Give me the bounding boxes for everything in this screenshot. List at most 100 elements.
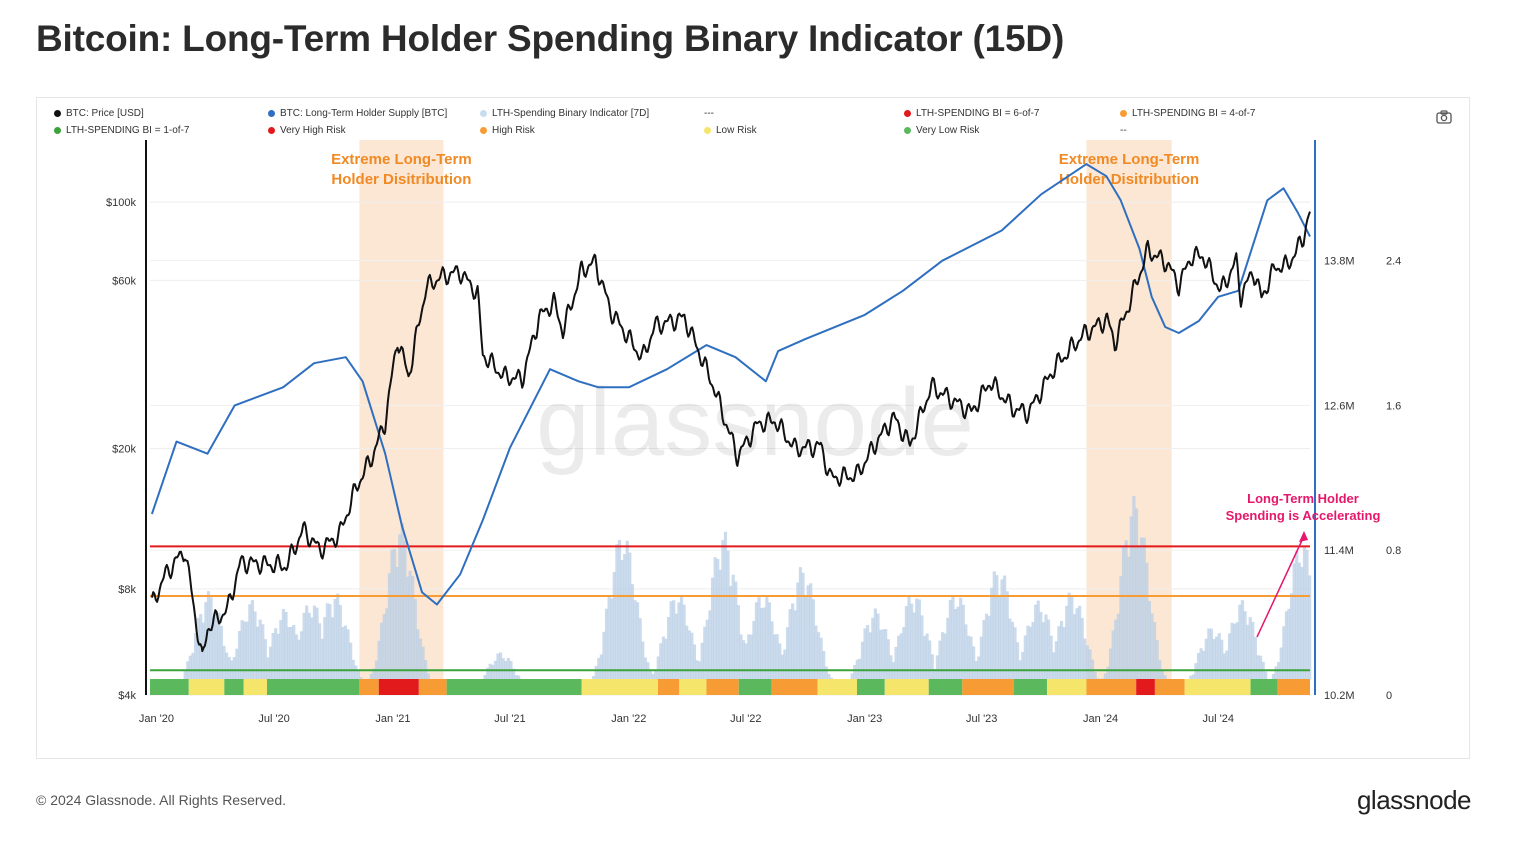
indicator-bar — [294, 634, 298, 679]
indicator-bar — [284, 611, 288, 679]
indicator-bar — [1052, 652, 1056, 679]
indicator-bar — [824, 666, 828, 679]
legend-item[interactable]: --- — [704, 106, 714, 120]
indicator-bar — [897, 635, 901, 679]
indicator-bar — [1155, 640, 1159, 679]
indicator-bar — [416, 629, 420, 679]
indicator-bar — [1111, 630, 1115, 679]
risk-band-segment — [1184, 679, 1251, 695]
legend-item[interactable]: Very Low Risk — [904, 123, 979, 137]
indicator-bar — [395, 566, 399, 679]
indicator-bar — [747, 634, 751, 679]
legend-swatch — [268, 109, 275, 117]
indicator-bar — [1036, 600, 1040, 679]
indicator-bar — [255, 626, 260, 679]
indicator-bar — [1096, 678, 1100, 679]
legend-item[interactable]: LTH-SPENDING BI = 1-of-7 — [54, 123, 189, 137]
indicator-bar — [511, 668, 516, 679]
indicator-bar — [333, 599, 337, 679]
risk-band-segment — [962, 679, 1015, 695]
indicator-bar — [227, 656, 231, 679]
legend-item[interactable]: LTH-SPENDING BI = 4-of-7 — [1120, 106, 1255, 120]
indicator-bar — [359, 677, 363, 679]
indicator-bar — [1233, 623, 1237, 679]
indicator-bar — [1207, 628, 1211, 679]
indicator-bar — [700, 642, 704, 679]
indicator-bar — [953, 608, 958, 679]
indicator-bar — [638, 618, 642, 679]
indicator-bar — [902, 627, 906, 679]
y-right-tick-label: 0.8 — [1386, 545, 1401, 557]
indicator-bar — [1137, 546, 1141, 679]
indicator-bar — [1230, 622, 1234, 679]
indicator-bar — [1031, 621, 1035, 679]
indicator-bar — [729, 585, 733, 679]
y-mid-tick-label: 10.2M — [1324, 690, 1355, 702]
legend-label: Very High Risk — [280, 124, 346, 136]
indicator-bar — [692, 644, 697, 679]
indicator-bar — [889, 655, 893, 679]
indicator-bar — [302, 612, 306, 679]
indicator-bar — [1246, 624, 1250, 679]
indicator-bar — [920, 615, 924, 679]
indicator-bar — [243, 621, 247, 679]
indicator-bar — [261, 624, 265, 679]
indicator-bar — [517, 675, 521, 679]
indicator-bar — [320, 638, 324, 679]
indicator-bar — [956, 606, 960, 679]
x-tick-label: Jul '21 — [494, 713, 525, 725]
x-tick-label: Jul '22 — [730, 713, 761, 725]
risk-band-segment — [150, 679, 189, 695]
legend-item[interactable]: BTC: Long-Term Holder Supply [BTC] — [268, 106, 447, 120]
y-right-tick-label: 0 — [1386, 690, 1392, 702]
indicator-bar — [628, 552, 632, 679]
indicator-bar — [783, 649, 787, 679]
indicator-bar — [336, 593, 340, 679]
x-tick-label: Jul '20 — [258, 713, 289, 725]
legend-item[interactable]: LTH-Spending Binary Indicator [7D] — [480, 106, 649, 120]
indicator-bar — [772, 634, 777, 679]
indicator-bar — [1127, 556, 1131, 679]
indicator-bar — [594, 665, 598, 679]
legend-item[interactable]: Very High Risk — [268, 123, 346, 137]
indicator-bar — [592, 675, 596, 679]
indicator-bar — [248, 604, 252, 679]
indicator-bar — [1044, 614, 1048, 679]
indicator-bar — [935, 655, 940, 679]
indicator-bar — [250, 600, 255, 679]
annotation-label: Spending is Accelerating — [1226, 508, 1381, 523]
legend-label: LTH-SPENDING BI = 6-of-7 — [916, 107, 1040, 119]
legend-item[interactable]: BTC: Price [USD] — [54, 106, 144, 120]
indicator-bar — [235, 648, 239, 679]
indicator-bar — [765, 597, 769, 679]
indicator-bar — [721, 539, 725, 679]
indicator-bar — [977, 656, 981, 679]
indicator-bar — [1080, 617, 1084, 679]
risk-band-segment — [1046, 679, 1087, 695]
legend-item[interactable]: Low Risk — [704, 123, 757, 137]
indicator-bar — [323, 617, 327, 679]
indicator-bar — [866, 625, 870, 679]
risk-band-segment — [243, 679, 267, 695]
legend-item[interactable]: High Risk — [480, 123, 535, 137]
indicator-bar — [1202, 650, 1206, 679]
indicator-bar — [610, 598, 614, 679]
indicator-bar — [1083, 638, 1087, 679]
indicator-bar — [1243, 611, 1247, 679]
indicator-bar — [1085, 645, 1089, 679]
indicator-bar — [377, 640, 381, 679]
indicator-bar — [380, 622, 384, 679]
indicator-bar — [886, 639, 890, 679]
indicator-bar — [1059, 620, 1064, 679]
y-left-tick-label: $20k — [112, 444, 136, 456]
indicator-bar — [411, 575, 415, 679]
indicator-bar — [418, 638, 423, 679]
camera-icon[interactable] — [1436, 110, 1452, 124]
indicator-bar — [925, 633, 929, 679]
indicator-bar — [1305, 549, 1309, 679]
zone-label: Extreme Long-Term — [1059, 151, 1200, 168]
legend-item[interactable]: -- — [1120, 123, 1127, 137]
indicator-bar — [491, 664, 495, 679]
legend-item[interactable]: LTH-SPENDING BI = 6-of-7 — [904, 106, 1039, 120]
indicator-bar — [206, 591, 211, 679]
